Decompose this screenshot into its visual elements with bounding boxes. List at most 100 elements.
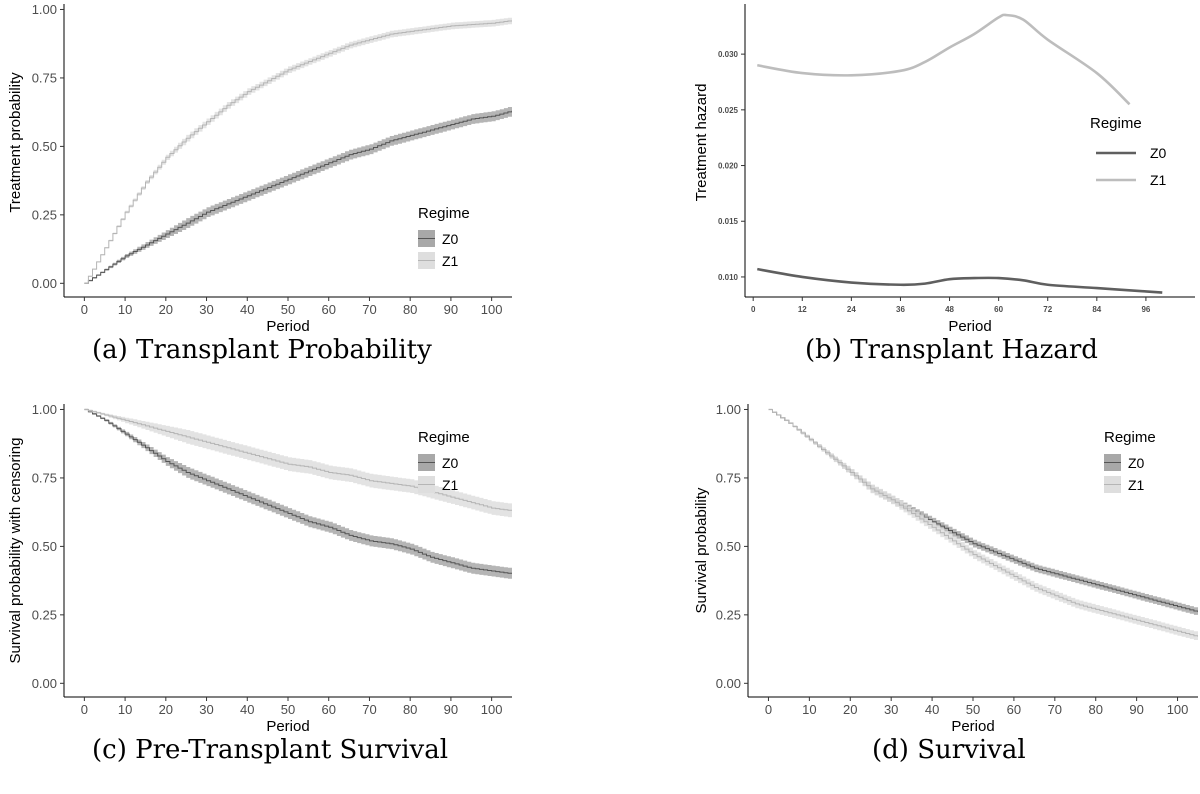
band-Z0 [84, 408, 512, 580]
chart-panel-a: 0.00 0.25 0.50 0.75 1.00 0 10 20 30 40 50 60 70 80 90 1… [7, 2, 512, 365]
x-tick-label: 30 [884, 702, 898, 717]
x-tick-label: 90 [444, 702, 458, 717]
series-line-Z0 [84, 110, 512, 284]
x-tick-label: 20 [843, 702, 857, 717]
legend-label-Z0: Z0 [442, 455, 459, 471]
chart-caption: (c) Pre-Transplant Survival [92, 735, 448, 765]
band-Z0 [84, 105, 512, 284]
x-axis-title: Period [266, 318, 309, 335]
series-line-Z1 [84, 409, 512, 511]
x-tick-label: 70 [362, 302, 376, 317]
legend: Regime Z0 Z1 [418, 205, 470, 269]
plot-area [768, 408, 1198, 642]
y-axis-title: Treatment hazard [693, 84, 710, 202]
x-tick-label: 20 [159, 702, 173, 717]
legend-label-Z0: Z0 [1150, 145, 1167, 161]
legend-title: Regime [418, 429, 470, 446]
x-tick-label: 0 [81, 702, 88, 717]
x-tick-label: 24 [847, 305, 856, 314]
x-tick-label: 50 [281, 702, 295, 717]
x-tick-label: 50 [966, 702, 980, 717]
x-tick-label: 36 [896, 305, 905, 314]
x-tick-label: 10 [802, 702, 816, 717]
legend-label-Z1: Z1 [1150, 172, 1167, 188]
legend-label-Z1: Z1 [442, 253, 459, 269]
series-line-Z1 [757, 13, 1131, 106]
chart-caption: (d) Survival [872, 735, 1026, 765]
legend-title: Regime [1090, 115, 1142, 132]
y-tick-label: 0.030 [718, 50, 739, 59]
series-line-Z0 [84, 409, 512, 574]
legend: Regime Z0 Z1 [1104, 429, 1156, 493]
x-tick-label: 60 [1007, 702, 1021, 717]
chart-caption: (b) Transplant Hazard [805, 335, 1098, 365]
x-tick-label: 60 [994, 305, 1003, 314]
x-tick-label: 12 [798, 305, 807, 314]
x-tick-label: 30 [199, 702, 213, 717]
x-axis-title: Period [266, 718, 309, 735]
chart-panel-b: 0.010 0.015 0.020 0.025 0.030 0 12 24 36 48 60 72 84… [693, 4, 1195, 365]
legend: Regime Z0 Z1 [418, 429, 470, 493]
x-tick-label: 80 [403, 702, 417, 717]
y-tick-label: 0.00 [32, 276, 57, 291]
x-tick-label: 84 [1092, 305, 1101, 314]
y-tick-label: 0.25 [716, 607, 741, 622]
x-tick-label: 0 [765, 702, 772, 717]
x-tick-label: 10 [118, 702, 132, 717]
legend-label-Z0: Z0 [442, 231, 459, 247]
y-tick-label: 0.020 [718, 162, 739, 171]
x-tick-label: 60 [321, 302, 335, 317]
series-line-Z1 [768, 409, 1198, 637]
y-tick-label: 1.00 [32, 2, 57, 17]
x-tick-label: 40 [240, 702, 254, 717]
x-tick-label: 72 [1043, 305, 1052, 314]
y-axis-title: Survival probability [693, 487, 710, 613]
y-tick-label: 0.75 [716, 470, 741, 485]
x-tick-label: 70 [1048, 702, 1062, 717]
x-tick-label: 0 [81, 302, 88, 317]
plot-area [757, 13, 1163, 294]
chart-caption: (a) Transplant Probability [92, 335, 432, 365]
series-line-Z0 [757, 267, 1163, 294]
chart-panel-c: 0.00 0.25 0.50 0.75 1.00 0 10 20 30 40 50 60 70 80 90 1… [7, 402, 512, 765]
x-tick-label: 40 [925, 702, 939, 717]
x-axis-title: Period [948, 318, 991, 335]
y-tick-label: 0.75 [32, 70, 57, 85]
legend-label-Z1: Z1 [442, 477, 459, 493]
plot-area [84, 408, 512, 580]
x-tick-label: 50 [281, 302, 295, 317]
x-tick-label: 90 [1129, 702, 1143, 717]
y-tick-label: 0.50 [32, 539, 57, 554]
x-tick-label: 80 [403, 302, 417, 317]
x-tick-label: 0 [751, 305, 756, 314]
y-tick-label: 0.50 [716, 539, 741, 554]
x-tick-label: 100 [481, 302, 503, 317]
y-tick-label: 0.010 [718, 273, 739, 282]
x-tick-label: 70 [362, 702, 376, 717]
y-tick-label: 0.75 [32, 470, 57, 485]
plot-area [84, 17, 512, 284]
y-tick-label: 0.025 [718, 106, 739, 115]
y-axis-title: Treatment probability [7, 72, 24, 213]
y-axis-title: Survival probability with censoring [7, 438, 24, 664]
y-tick-label: 0.50 [32, 139, 57, 154]
chart-panel-d: 0.00 0.25 0.50 0.75 1.00 0 10 20 30 40 50 60 70 80 90 1… [693, 402, 1198, 765]
x-tick-label: 20 [159, 302, 173, 317]
y-tick-label: 1.00 [716, 402, 741, 417]
x-tick-label: 40 [240, 302, 254, 317]
x-tick-label: 48 [945, 305, 954, 314]
legend-label-Z0: Z0 [1128, 455, 1145, 471]
legend-label-Z1: Z1 [1128, 477, 1145, 493]
legend-title: Regime [418, 205, 470, 222]
legend-title: Regime [1104, 429, 1156, 446]
x-tick-label: 100 [481, 702, 503, 717]
x-axis-title: Period [951, 718, 994, 735]
y-tick-label: 0.00 [32, 676, 57, 691]
band-Z1 [84, 408, 512, 518]
x-tick-label: 60 [321, 702, 335, 717]
x-tick-label: 96 [1141, 305, 1150, 314]
x-tick-label: 100 [1167, 702, 1189, 717]
y-tick-label: 1.00 [32, 402, 57, 417]
y-tick-label: 0.25 [32, 607, 57, 622]
